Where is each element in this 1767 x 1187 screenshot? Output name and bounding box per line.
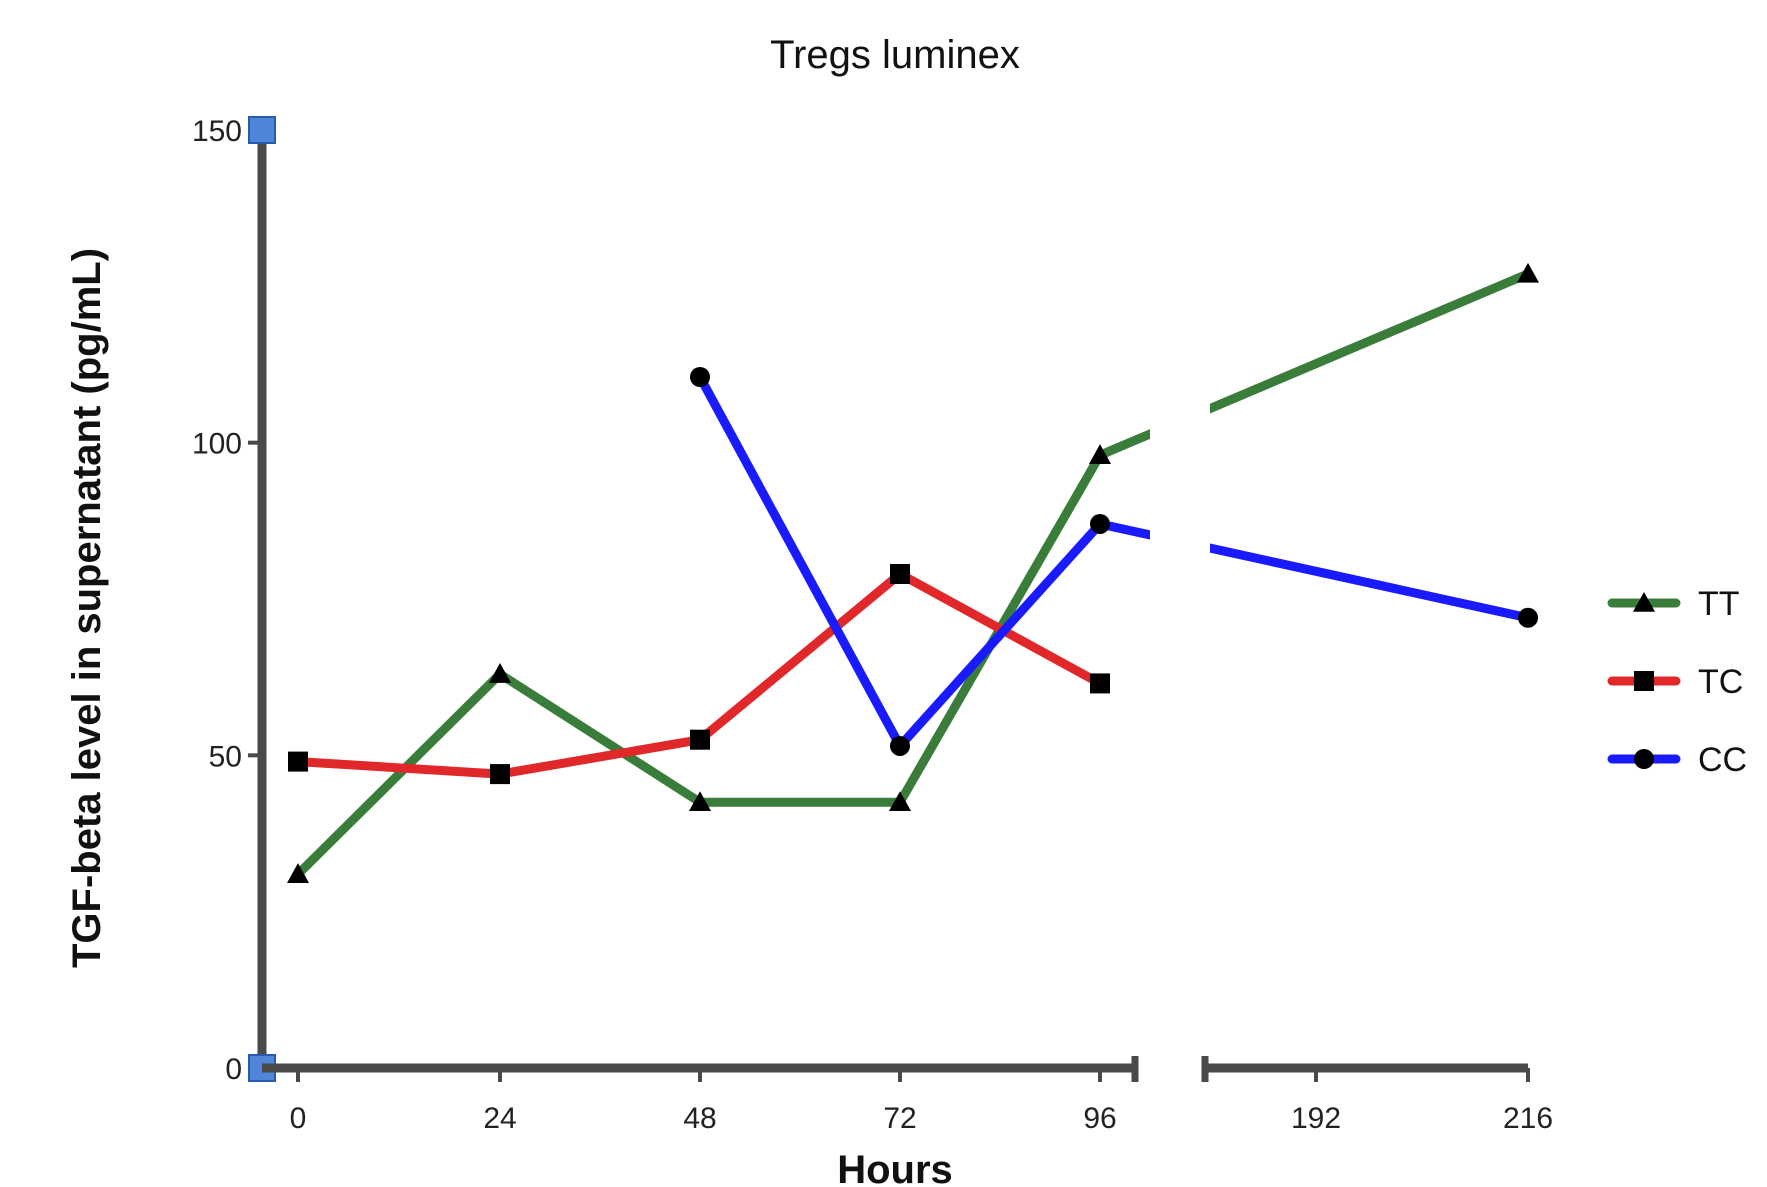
data-point-tc	[490, 764, 510, 785]
series-line-cc	[695, 372, 1533, 751]
y-tick-label: 0	[225, 1053, 242, 1086]
y-tick-label: 50	[209, 740, 242, 773]
data-point-tc	[890, 563, 910, 584]
data-point-cc	[690, 367, 710, 388]
x-tick-label: 216	[1503, 1102, 1553, 1135]
x-tick-label: 24	[483, 1102, 516, 1135]
legend-label: TT	[1698, 585, 1740, 623]
legend: TT TC CC	[1607, 585, 1747, 779]
axis-break-gap	[1150, 120, 1210, 1040]
x-tick-label: 0	[290, 1102, 307, 1135]
x-tick-label: 48	[683, 1102, 716, 1135]
legend-marker	[1634, 671, 1654, 691]
series-tc	[288, 563, 1110, 785]
data-point-tt	[689, 791, 711, 812]
data-point-tc	[1090, 673, 1110, 694]
data-point-tt	[287, 863, 309, 883]
data-point-tt	[1089, 444, 1111, 464]
x-axis-label: Hours	[837, 1148, 953, 1187]
data-point-tc	[288, 751, 308, 772]
axis-endcap	[248, 116, 276, 144]
data-point-cc	[890, 735, 910, 756]
data-point-cc	[1518, 607, 1538, 628]
legend-item-tt: TT	[1607, 585, 1740, 623]
x-tick-label: 96	[1083, 1102, 1116, 1135]
data-point-tc	[690, 729, 710, 750]
legend-label: TC	[1698, 663, 1743, 701]
legend-marker	[1633, 592, 1655, 612]
x-tick-label: 72	[883, 1102, 916, 1135]
x-tick-label: 192	[1291, 1102, 1341, 1135]
series-layer	[287, 120, 1539, 1040]
y-tick-label: 100	[192, 428, 242, 461]
data-point-cc	[1090, 513, 1110, 534]
legend-label: CC	[1698, 741, 1747, 779]
legend-item-tc: TC	[1607, 663, 1743, 701]
y-axis-label: TGF-beta level in supernatant (pg/mL)	[65, 248, 109, 968]
axes: 0 50 100 150 0 24 48 72 96 192 216	[192, 115, 1553, 1135]
data-point-tt	[1517, 262, 1539, 283]
legend-marker	[1634, 749, 1654, 769]
data-point-tt	[489, 663, 511, 683]
series-cc	[690, 367, 1538, 756]
chart-title: Tregs luminex	[770, 33, 1020, 77]
y-tick-label: 150	[192, 115, 242, 148]
legend-item-cc: CC	[1607, 741, 1747, 779]
data-point-tt	[889, 791, 911, 812]
series-tt	[287, 262, 1539, 883]
